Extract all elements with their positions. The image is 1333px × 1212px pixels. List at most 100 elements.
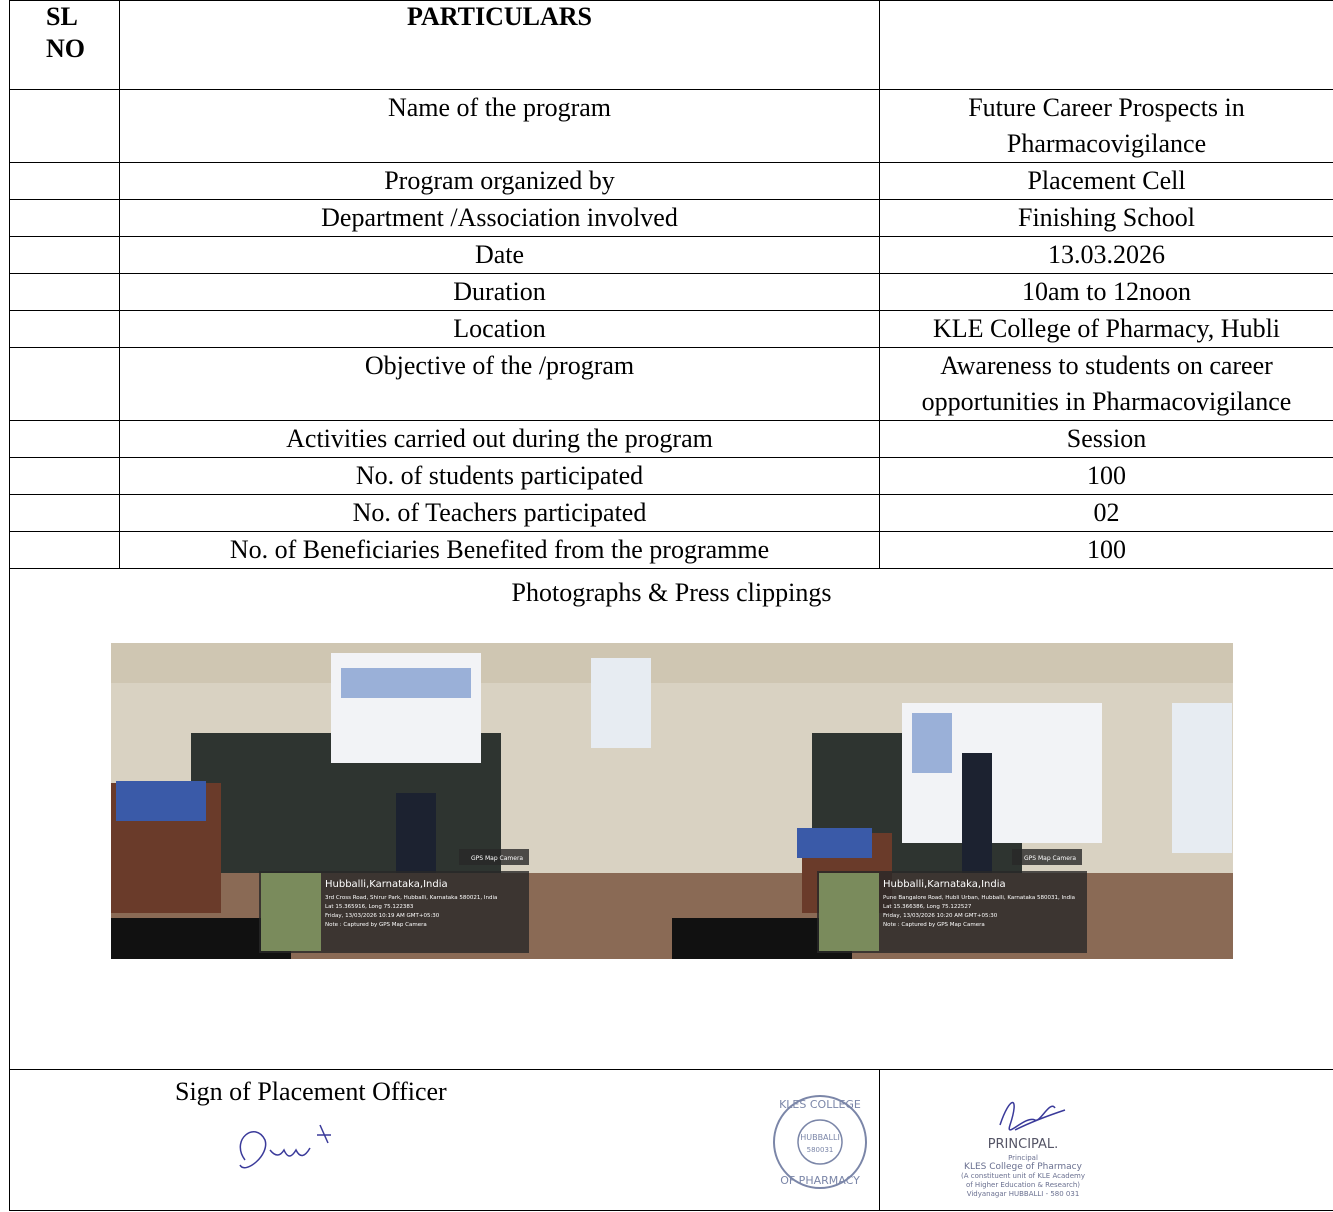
photo-shape	[962, 753, 992, 873]
gps-line: Friday, 13/03/2026 10:20 AM GMT+05:30	[883, 913, 998, 919]
principal-line: (A constituent unit of KLE Academy	[961, 1172, 1085, 1180]
detail-cell: Session	[879, 420, 1333, 458]
principal-sign-cell: KLES COLLEGE HUBBALLI 580031 OF PHARMACY PRI…	[773, 1069, 1333, 1211]
stamp-text: 580031	[807, 1146, 834, 1154]
sl-no-cell	[9, 420, 120, 458]
table-row: No. of students participated 100	[9, 457, 1333, 495]
photo-shape	[912, 713, 952, 773]
signature-row: Sign of Placement Officer KLES COLLEGE HUB…	[9, 1069, 1333, 1211]
table-row: Objective of the /program Awareness to st…	[9, 347, 1333, 421]
table-row: Date 13.03.2026	[9, 236, 1333, 274]
stamp-text: HUBBALLI	[800, 1133, 840, 1142]
principal-block: KLES COLLEGE HUBBALLI 580031 OF PHARMACY PRI…	[773, 1095, 1085, 1198]
sl-no-cell	[9, 310, 120, 348]
particular-cell: No. of students participated	[119, 457, 880, 495]
stamp-outer	[773, 1095, 867, 1189]
table-row: No. of Teachers participated 02	[9, 494, 1333, 532]
table-row: Duration 10am to 12noon	[9, 273, 1333, 311]
principal-line: KLES College of Pharmacy	[964, 1162, 1083, 1172]
gps-line: Lat 15.366386, Long 75.122527	[883, 904, 972, 910]
photos-title: Photographs & Press clippings	[511, 578, 832, 607]
particular-cell: Department /Association involved	[119, 199, 880, 237]
stamp-text: KLES COLLEGE	[779, 1098, 861, 1111]
particular-cell: Activities carried out during the progra…	[119, 420, 880, 458]
table-row: Department /Association involved Finishin…	[9, 199, 1333, 237]
particular-cell: Program organized by	[119, 162, 880, 200]
photo: GPS Map Camera Hubballi,Karnataka,India Pu…	[672, 643, 1233, 959]
photo-shape	[116, 781, 206, 821]
gps-line: Note : Captured by GPS Map Camera	[883, 922, 985, 928]
sl-no-cell	[9, 89, 120, 163]
particulars-header: PARTICULARS	[119, 0, 880, 90]
particular-cell: Location	[119, 310, 880, 348]
gps-badge: GPS Map Camera	[1024, 855, 1076, 862]
photo: GPS Map Camera Hubballi,Karnataka,India 3r…	[111, 643, 672, 959]
detail-cell: Placement Cell	[879, 162, 1333, 200]
detail-cell: 100	[879, 457, 1333, 495]
gps-place: Hubballi,Karnataka,India	[325, 879, 448, 890]
table-row: Activities carried out during the progra…	[9, 420, 1333, 458]
header-row: SL NO PARTICULARS	[9, 0, 1333, 90]
sl-no-cell	[9, 347, 120, 421]
table-row: No. of Beneficiaries Benefited from the …	[9, 531, 1333, 569]
photo-shape	[396, 793, 436, 873]
placement-sign-cell: Sign of Placement Officer	[9, 1069, 880, 1211]
photo-shape	[459, 849, 529, 865]
particular-cell: No. of Beneficiaries Benefited from the …	[119, 531, 880, 569]
particular-cell: Objective of the /program	[119, 347, 880, 421]
photo-shape	[591, 658, 651, 748]
photo-row: Photographs & Press clippings GPS Map Cam…	[9, 568, 1333, 1070]
sl-no-cell	[9, 457, 120, 495]
table-row: Location KLE College of Pharmacy, Hubli	[9, 310, 1333, 348]
detail-cell: Future Career Prospects in Pharmacovigil…	[879, 89, 1333, 163]
sl-no-header: SL NO	[9, 0, 120, 90]
principal-title: PRINCIPAL.	[988, 1137, 1059, 1152]
principal-signature	[999, 1102, 1066, 1131]
particular-cell: Name of the program	[119, 89, 880, 163]
gps-line: 3rd Cross Road, Shirur Park, Hubballi, K…	[325, 895, 497, 901]
table-row: Program organized by Placement Cell	[9, 162, 1333, 200]
detail-cell: 100	[879, 531, 1333, 569]
sl-no-cell	[9, 273, 120, 311]
sl-no-cell	[9, 199, 120, 237]
gps-line: Lat 15.365916, Long 75.122383	[325, 904, 414, 910]
report-table: SL NO PARTICULARS Name of the program Fut…	[9, 0, 1333, 1211]
detail-cell: 13.03.2026	[879, 236, 1333, 274]
photo-shape	[819, 873, 879, 951]
photo-shape	[341, 668, 471, 698]
stamp-text: OF PHARMACY	[780, 1174, 860, 1187]
photos: GPS Map Camera Hubballi,Karnataka,India 3r…	[111, 643, 1233, 959]
gps-line: Pune Bangalore Road, Hubli Urban, Hubbal…	[883, 895, 1075, 901]
detail-cell: Awareness to students on career opportun…	[879, 347, 1333, 421]
photo-shape	[797, 828, 872, 858]
principal-line: Principal	[1008, 1154, 1038, 1162]
sl-no-cell	[9, 494, 120, 532]
placement-label: Sign of Placement Officer	[175, 1077, 447, 1106]
gps-line: Friday, 13/03/2026 10:19 AM GMT+05:30	[325, 913, 440, 919]
table-row: Name of the program Future Career Prospec…	[9, 89, 1333, 163]
detail-cell: 02	[879, 494, 1333, 532]
sl-no-cell	[9, 531, 120, 569]
detail-cell: 10am to 12noon	[879, 273, 1333, 311]
detail-cell: Finishing School	[879, 199, 1333, 237]
gps-line: Note : Captured by GPS Map Camera	[325, 922, 427, 928]
photo-shape	[1172, 703, 1232, 853]
particular-cell: No. of Teachers participated	[119, 494, 880, 532]
gps-badge: GPS Map Camera	[471, 855, 523, 862]
signature-stroke	[239, 1124, 331, 1169]
photo-shape	[1012, 849, 1082, 865]
header-blank	[879, 0, 1333, 90]
placement-signature	[239, 1124, 331, 1169]
photo-cell: Photographs & Press clippings GPS Map Cam…	[9, 568, 1333, 1070]
principal-line: of Higher Education & Research)	[966, 1181, 1080, 1189]
principal-line: Vidyanagar HUBBALLI - 580 031	[967, 1190, 1080, 1198]
gps-place: Hubballi,Karnataka,India	[883, 879, 1006, 890]
particular-cell: Duration	[119, 273, 880, 311]
particular-cell: Date	[119, 236, 880, 274]
sl-no-cell	[9, 236, 120, 274]
photo-shape	[672, 643, 1233, 683]
photo-shape	[261, 873, 321, 951]
stamp-inner	[797, 1119, 843, 1165]
sl-no-cell	[9, 162, 120, 200]
